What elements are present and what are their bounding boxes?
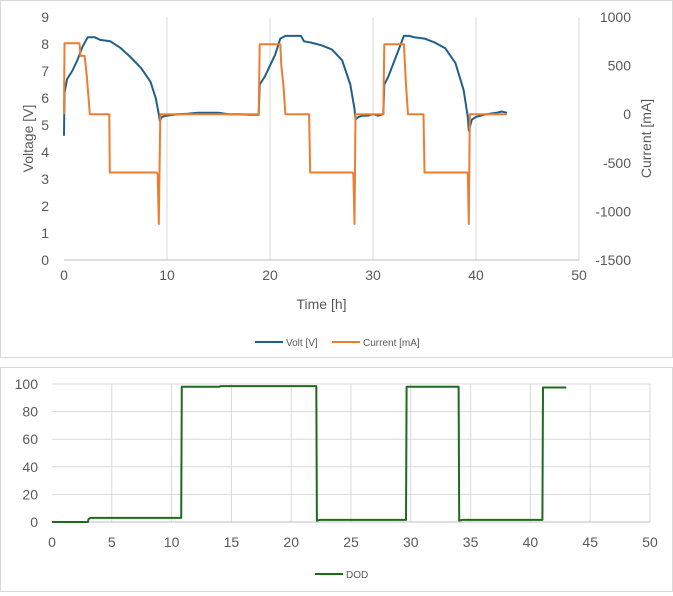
y-tick-label: 20	[22, 486, 38, 502]
y2-tick-label: -500	[603, 155, 631, 171]
dod-series-line	[52, 385, 567, 523]
y-tick-label: 9	[41, 9, 49, 25]
y-tick-label: 2	[41, 198, 49, 214]
y-tick-label: 1	[41, 225, 49, 241]
y2-axis-title: Current [mA]	[638, 99, 654, 178]
x-tick-label: 0	[60, 267, 68, 283]
y-tick-label: 100	[15, 376, 39, 392]
y-tick-label: 4	[41, 144, 49, 160]
legend-label: Current [mA]	[363, 338, 420, 349]
x-tick-label: 0	[48, 534, 56, 550]
x-axis-title: Time [h]	[296, 296, 346, 312]
x-tick-label: 30	[403, 534, 419, 550]
x-tick-label: 20	[262, 267, 278, 283]
x-tick-label: 40	[523, 534, 539, 550]
x-tick-label: 10	[164, 534, 180, 550]
y2-tick-label: 1000	[600, 9, 631, 25]
y2-tick-label: 500	[608, 58, 632, 74]
x-tick-label: 45	[582, 534, 598, 550]
voltage-series-line	[63, 34, 508, 136]
y-tick-label: 5	[41, 117, 49, 133]
y2-tick-label: -1000	[595, 203, 631, 219]
legend-label: DOD	[346, 570, 368, 581]
y-tick-label: 0	[30, 514, 38, 530]
y-tick-label: 60	[22, 431, 38, 447]
x-tick-label: 20	[283, 534, 299, 550]
x-tick-label: 10	[159, 267, 175, 283]
x-tick-label: 50	[642, 534, 658, 550]
y-tick-label: 3	[41, 171, 49, 187]
x-tick-label: 30	[365, 267, 381, 283]
y-tick-label: 7	[41, 63, 49, 79]
y-tick-label: 8	[41, 36, 49, 52]
dod-chart: 0 5 10 15 20 25 30 35 40 45 50 0 20 40 60 80 100 DOD	[15, 376, 658, 581]
voltage-current-chart-panel: 0 10 20 30 40 50 0 1 2 3 4 5 6 7 8 9 1000 500 0 -500 -1000 -1…	[0, 0, 673, 358]
x-tick-label: 35	[463, 534, 479, 550]
x-tick-label: 50	[571, 267, 587, 283]
x-tick-label: 25	[343, 534, 359, 550]
y-axis-title: Voltage [V]	[20, 105, 36, 173]
y-tick-label: 80	[22, 404, 38, 420]
x-tick-label: 40	[468, 267, 484, 283]
x-tick-label: 5	[108, 534, 116, 550]
y-tick-label: 40	[22, 459, 38, 475]
y-tick-label: 0	[41, 252, 49, 268]
y2-tick-label: -1500	[595, 252, 631, 268]
current-series-line	[63, 42, 507, 225]
y-tick-label: 6	[41, 90, 49, 106]
y2-tick-label: 0	[623, 106, 631, 122]
dod-chart-panel: 0 5 10 15 20 25 30 35 40 45 50 0 20 40 60 80 100 DOD	[0, 367, 673, 592]
legend-label: Volt [V]	[286, 338, 318, 349]
x-tick-label: 15	[224, 534, 240, 550]
